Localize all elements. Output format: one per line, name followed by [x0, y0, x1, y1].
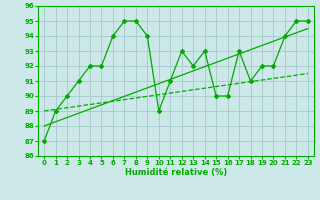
X-axis label: Humidité relative (%): Humidité relative (%)	[125, 168, 227, 177]
